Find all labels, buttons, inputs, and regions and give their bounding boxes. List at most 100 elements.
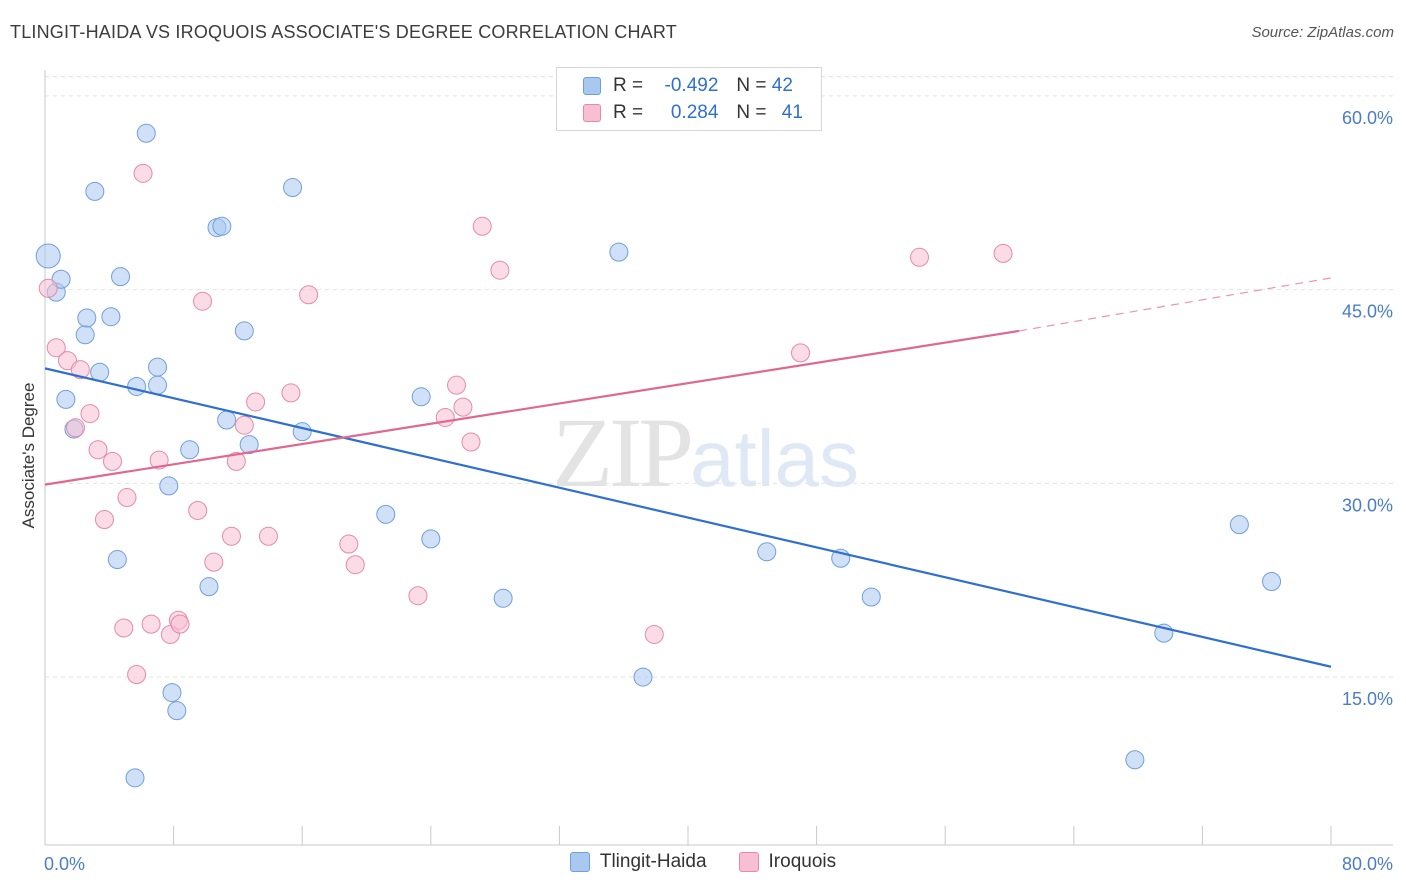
- point-iroquois: [204, 552, 224, 572]
- point-tlingit-haida: [111, 267, 131, 287]
- point-iroquois: [453, 397, 473, 417]
- point-iroquois: [461, 432, 481, 452]
- point-iroquois: [38, 278, 58, 298]
- point-tlingit-haida: [861, 587, 881, 607]
- tlingit-haida-swatch: [583, 77, 601, 95]
- point-tlingit-haida: [609, 242, 629, 262]
- stats-legend-row-iroquois: R = 0.284 N = 41: [583, 100, 803, 126]
- point-iroquois: [66, 418, 86, 438]
- n-label: N =: [736, 102, 767, 123]
- chart-source: Source: ZipAtlas.com: [1251, 24, 1394, 41]
- point-tlingit-haida: [292, 422, 312, 442]
- point-tlingit-haida: [1229, 515, 1249, 535]
- point-tlingit-haida: [217, 410, 237, 430]
- point-iroquois: [133, 163, 153, 183]
- r-label: R =: [613, 102, 644, 123]
- stats-legend: R = -0.492 N = 42 R = 0.284 N = 41: [556, 67, 822, 131]
- legend-item-tlingit-haida: Tlingit-Haida: [569, 851, 707, 873]
- point-iroquois: [221, 526, 241, 546]
- point-tlingit-haida: [56, 389, 76, 409]
- point-tlingit-haida: [125, 768, 145, 788]
- point-tlingit-haida: [148, 357, 168, 377]
- point-iroquois: [435, 407, 455, 427]
- y-tick-label: 45.0%: [1342, 302, 1393, 322]
- point-tlingit-haida: [1262, 572, 1282, 591]
- point-tlingit-haida: [77, 308, 97, 328]
- r-label: R =: [613, 75, 644, 96]
- r-value-tlingit-haida: -0.492: [664, 75, 719, 96]
- y-tick-label: 15.0%: [1342, 689, 1393, 709]
- point-iroquois: [299, 285, 319, 305]
- point-iroquois: [94, 510, 114, 529]
- series-legend: Tlingit-Haida Iroquois: [0, 851, 1406, 873]
- point-iroquois: [88, 440, 108, 460]
- point-tlingit-haida: [493, 588, 513, 608]
- point-tlingit-haida: [148, 375, 168, 395]
- point-iroquois: [188, 500, 208, 520]
- point-iroquois: [117, 488, 137, 508]
- trendline-extension-iroquois: [1019, 277, 1332, 332]
- point-tlingit-haida: [101, 307, 121, 327]
- point-tlingit-haida: [757, 542, 777, 562]
- watermark-atlas: atlas: [690, 414, 859, 503]
- point-iroquois: [193, 291, 213, 311]
- chart-title: TLINGIT-HAIDA VS IROQUOIS ASSOCIATE'S DE…: [10, 22, 677, 42]
- point-iroquois: [447, 375, 467, 395]
- point-iroquois: [70, 360, 90, 380]
- n-value-iroquois: 41: [781, 102, 803, 123]
- n-label: N =: [736, 75, 767, 96]
- x-tick-label-max: 80.0%: [1342, 854, 1393, 874]
- point-tlingit-haida: [107, 550, 127, 570]
- point-iroquois: [281, 383, 301, 403]
- point-iroquois: [141, 614, 161, 634]
- point-tlingit-haida: [127, 376, 147, 396]
- point-iroquois: [234, 415, 254, 435]
- point-iroquois: [80, 404, 100, 424]
- point-iroquois: [909, 247, 929, 267]
- legend-item-iroquois: Iroquois: [738, 851, 837, 873]
- legend-label-iroquois: Iroquois: [768, 851, 837, 872]
- point-iroquois: [114, 618, 134, 638]
- point-tlingit-haida: [167, 701, 187, 721]
- point-iroquois: [226, 451, 246, 471]
- point-tlingit-haida: [85, 181, 105, 201]
- point-iroquois: [170, 614, 190, 634]
- point-tlingit-haida: [75, 325, 95, 345]
- trendline-tlingit-haida: [44, 367, 1332, 668]
- point-tlingit-haida: [162, 683, 182, 703]
- point-iroquois: [127, 665, 147, 684]
- stats-legend-row-tlingit-haida: R = -0.492 N = 42: [583, 73, 793, 99]
- point-tlingit-haida: [136, 123, 156, 143]
- point-tlingit-haida: [212, 216, 232, 236]
- point-tlingit-haida: [283, 178, 303, 198]
- point-iroquois: [246, 392, 266, 412]
- point-iroquois: [472, 216, 492, 236]
- point-iroquois: [258, 526, 278, 546]
- point-tlingit-haida: [411, 387, 431, 407]
- point-iroquois: [791, 343, 811, 363]
- point-iroquois: [149, 450, 169, 470]
- legend-swatch-iroquois: [738, 852, 759, 872]
- point-iroquois: [103, 451, 123, 471]
- point-iroquois: [993, 243, 1013, 263]
- n-value-tlingit-haida: 42: [771, 75, 793, 96]
- point-tlingit-haida: [180, 440, 200, 460]
- iroquois-swatch: [583, 104, 601, 122]
- point-iroquois: [644, 624, 664, 644]
- point-iroquois: [58, 351, 78, 371]
- point-tlingit-haida: [421, 529, 441, 549]
- x-tick-label-min: 0.0%: [44, 854, 85, 874]
- point-tlingit-haida: [199, 577, 219, 597]
- point-iroquois: [46, 338, 66, 358]
- y-axis-label: Associate's Degree: [19, 383, 38, 529]
- y-tick-label: 60.0%: [1342, 108, 1393, 128]
- legend-label-tlingit-haida: Tlingit-Haida: [599, 851, 707, 872]
- point-tlingit-haida: [234, 321, 254, 341]
- point-iroquois: [490, 260, 510, 280]
- point-tlingit-haida: [35, 243, 61, 269]
- watermark-zip: ZIP: [552, 397, 694, 508]
- watermark: ZIPatlas: [552, 395, 859, 510]
- point-iroquois: [408, 586, 428, 606]
- point-iroquois: [339, 534, 359, 554]
